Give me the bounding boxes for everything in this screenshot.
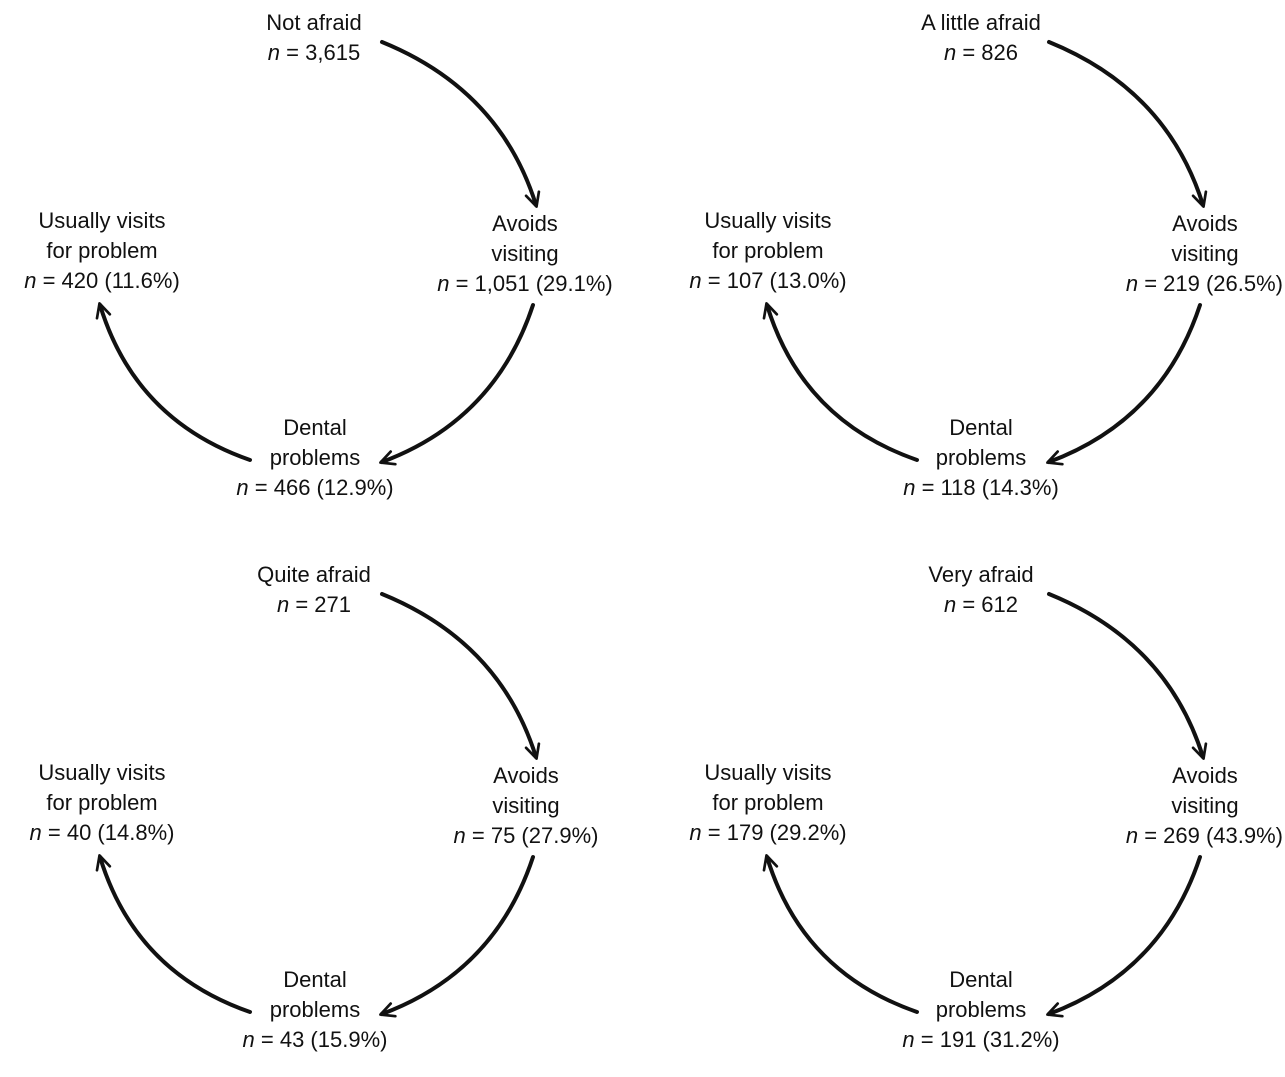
- visits-line2: for problem: [0, 788, 212, 818]
- n-symbol: n: [944, 592, 956, 617]
- avoids-count: n = 1,051 (29.1%): [405, 269, 645, 299]
- n-symbol: n: [1126, 271, 1138, 296]
- problems-line2: problems: [861, 995, 1101, 1025]
- top-count: n = 826: [881, 38, 1081, 68]
- node-avoids-visiting: Avoids visiting n = 219 (26.5%): [1067, 209, 1283, 299]
- node-top: Very afraid n = 612: [881, 560, 1081, 620]
- n-symbol: n: [689, 268, 701, 293]
- top-label: A little afraid: [881, 8, 1081, 38]
- node-top: Quite afraid n = 271: [234, 560, 394, 620]
- top-count: n = 612: [881, 590, 1081, 620]
- cycle-panel-a-little-afraid: A little afraid n = 826 Avoids visiting …: [667, 0, 1285, 525]
- n-symbol: n: [944, 40, 956, 65]
- problems-line1: Dental: [195, 965, 435, 995]
- avoids-line1: Avoids: [406, 761, 646, 791]
- avoids-line1: Avoids: [1067, 209, 1283, 239]
- n-symbol: n: [903, 475, 915, 500]
- problems-line2: problems: [195, 443, 435, 473]
- avoids-count: n = 75 (27.9%): [406, 821, 646, 851]
- node-usually-visits: Usually visits for problem n = 107 (13.0…: [658, 206, 878, 296]
- avoids-line2: visiting: [1067, 791, 1283, 821]
- cycle-panel-quite-afraid: Quite afraid n = 271 Avoids visiting n =…: [0, 552, 640, 1077]
- top-count: n = 3,615: [234, 38, 394, 68]
- problems-line1: Dental: [195, 413, 435, 443]
- visits-count: n = 40 (14.8%): [0, 818, 212, 848]
- visits-count: n = 107 (13.0%): [658, 266, 878, 296]
- visits-count: n = 420 (11.6%): [0, 266, 212, 296]
- node-dental-problems: Dental problems n = 118 (14.3%): [861, 413, 1101, 503]
- n-symbol: n: [1126, 823, 1138, 848]
- visits-line1: Usually visits: [0, 758, 212, 788]
- n-symbol: n: [902, 1027, 914, 1052]
- n-symbol: n: [277, 592, 289, 617]
- node-dental-problems: Dental problems n = 191 (31.2%): [861, 965, 1101, 1055]
- n-symbol: n: [236, 475, 248, 500]
- node-usually-visits: Usually visits for problem n = 179 (29.2…: [658, 758, 878, 848]
- n-symbol: n: [437, 271, 449, 296]
- visits-line2: for problem: [658, 788, 878, 818]
- node-avoids-visiting: Avoids visiting n = 269 (43.9%): [1067, 761, 1283, 851]
- problems-count: n = 191 (31.2%): [861, 1025, 1101, 1055]
- top-label: Very afraid: [881, 560, 1081, 590]
- n-symbol: n: [243, 1027, 255, 1052]
- top-label: Quite afraid: [234, 560, 394, 590]
- problems-count: n = 43 (15.9%): [195, 1025, 435, 1055]
- node-dental-problems: Dental problems n = 466 (12.9%): [195, 413, 435, 503]
- problems-count: n = 466 (12.9%): [195, 473, 435, 503]
- n-symbol: n: [30, 820, 42, 845]
- visits-line2: for problem: [0, 236, 212, 266]
- node-dental-problems: Dental problems n = 43 (15.9%): [195, 965, 435, 1055]
- visits-line2: for problem: [658, 236, 878, 266]
- problems-line1: Dental: [861, 965, 1101, 995]
- cycle-diagram-grid: Not afraid n = 3,615 Avoids visiting n =…: [0, 0, 1285, 1050]
- cycle-panel-not-afraid: Not afraid n = 3,615 Avoids visiting n =…: [0, 0, 640, 525]
- node-usually-visits: Usually visits for problem n = 420 (11.6…: [0, 206, 212, 296]
- node-usually-visits: Usually visits for problem n = 40 (14.8%…: [0, 758, 212, 848]
- n-symbol: n: [268, 40, 280, 65]
- n-symbol: n: [689, 820, 701, 845]
- problems-line2: problems: [195, 995, 435, 1025]
- visits-line1: Usually visits: [0, 206, 212, 236]
- node-avoids-visiting: Avoids visiting n = 1,051 (29.1%): [405, 209, 645, 299]
- n-symbol: n: [454, 823, 466, 848]
- problems-count: n = 118 (14.3%): [861, 473, 1101, 503]
- cycle-panel-very-afraid: Very afraid n = 612 Avoids visiting n = …: [667, 552, 1285, 1077]
- avoids-line1: Avoids: [405, 209, 645, 239]
- avoids-line2: visiting: [1067, 239, 1283, 269]
- avoids-line2: visiting: [406, 791, 646, 821]
- problems-line2: problems: [861, 443, 1101, 473]
- avoids-line2: visiting: [405, 239, 645, 269]
- avoids-line1: Avoids: [1067, 761, 1283, 791]
- arrow-top-to-avoids: [382, 594, 536, 757]
- avoids-count: n = 269 (43.9%): [1067, 821, 1283, 851]
- visits-line1: Usually visits: [658, 758, 878, 788]
- visits-line1: Usually visits: [658, 206, 878, 236]
- node-avoids-visiting: Avoids visiting n = 75 (27.9%): [406, 761, 646, 851]
- visits-count: n = 179 (29.2%): [658, 818, 878, 848]
- node-top: A little afraid n = 826: [881, 8, 1081, 68]
- avoids-count: n = 219 (26.5%): [1067, 269, 1283, 299]
- n-symbol: n: [24, 268, 36, 293]
- node-top: Not afraid n = 3,615: [234, 8, 394, 68]
- arrow-top-to-avoids: [382, 42, 536, 205]
- problems-line1: Dental: [861, 413, 1101, 443]
- top-label: Not afraid: [234, 8, 394, 38]
- top-count: n = 271: [234, 590, 394, 620]
